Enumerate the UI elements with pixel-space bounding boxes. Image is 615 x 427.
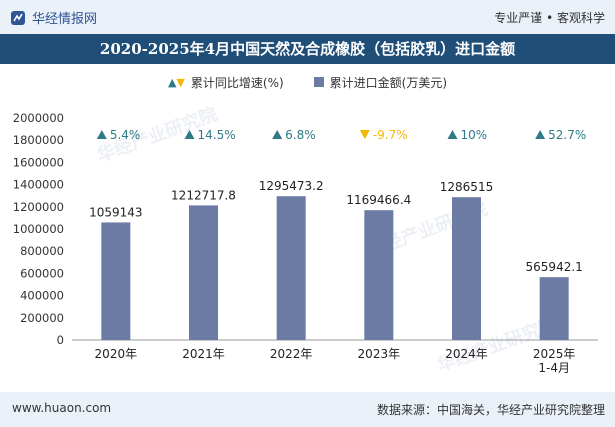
chart: 华经产业研究院华经产业研究院华经产业研究院0200000400000600000… (13, 103, 598, 377)
growth-label: 52.7% (548, 128, 586, 142)
y-tick-label: 1800000 (13, 133, 64, 147)
bar-value-label: 1059143 (89, 205, 142, 219)
growth-label: 5.4% (110, 128, 141, 142)
bar (276, 196, 306, 340)
y-tick-label: 1400000 (13, 178, 64, 192)
x-tick-label: 2020年 (95, 347, 138, 361)
y-tick-label: 2000000 (13, 111, 64, 125)
bar-value-label: 1286515 (440, 180, 493, 194)
y-tick-label: 0 (57, 333, 64, 347)
brand[interactable]: 华经情报网 (10, 8, 97, 27)
y-tick-label: 400000 (20, 289, 64, 303)
footer-site[interactable]: www.huaon.com (12, 401, 112, 415)
bar (539, 277, 569, 340)
growth-up-marker (272, 130, 283, 139)
x-tick-label: 2022年 (270, 347, 313, 361)
brand-name: 华经情报网 (32, 12, 98, 27)
growth-label: 6.8% (285, 128, 316, 142)
bar-value-label: 1295473.2 (259, 179, 324, 193)
legend: ▲▼ 累计同比增速(%) 累计进口金额(万美元) (0, 72, 615, 92)
growth-up-marker (184, 130, 195, 139)
legend-growth-label: 累计同比增速(%) (190, 75, 284, 90)
bar-value-label: 1212717.8 (171, 188, 236, 202)
bar (452, 197, 481, 340)
growth-label: -9.7% (373, 128, 408, 142)
bar (364, 210, 394, 340)
x-tick-label: 2023年 (358, 347, 401, 361)
footer-source: 数据来源：中国海关，华经产业研究院整理 (376, 403, 605, 417)
chart-title: 2020-2025年4月中国天然及合成橡胶（包括胶乳）进口金额 (0, 34, 615, 64)
growth-label: 14.5% (198, 128, 236, 142)
legend-growth-icon: ▲▼ (167, 75, 185, 89)
bar (101, 222, 131, 340)
y-tick-label: 600000 (20, 266, 64, 280)
growth-up-marker (96, 130, 107, 139)
bar-value-label: 565942.1 (526, 260, 583, 274)
growth-up-marker (535, 130, 546, 139)
y-tick-label: 1600000 (13, 155, 64, 169)
growth-down-marker (359, 130, 370, 139)
legend-amount-swatch (313, 77, 324, 87)
bar (189, 205, 218, 340)
brand-logo-icon (11, 10, 25, 25)
y-tick-label: 800000 (20, 244, 64, 258)
legend-amount-label: 累计进口金额(万美元) (329, 75, 448, 90)
x-tick-label: 2024年 (445, 347, 488, 361)
tagline: 专业严谨 • 客观科学 (494, 11, 605, 25)
top-bar: 华经情报网 专业严谨 • 客观科学 (0, 0, 615, 34)
growth-up-marker (447, 130, 458, 139)
y-tick-label: 200000 (20, 311, 64, 325)
growth-label: 10% (461, 128, 488, 142)
legend-growth: ▲▼ 累计同比增速(%) (168, 74, 284, 91)
footer: www.huaon.com 数据来源：中国海关，华经产业研究院整理 (0, 392, 615, 427)
legend-amount: 累计进口金额(万美元) (313, 74, 448, 91)
y-tick-label: 1000000 (13, 222, 64, 236)
x-tick-label: 2021年 (182, 347, 225, 361)
x-tick-label: 1-4月 (538, 361, 570, 375)
x-tick-label: 2025年 (533, 347, 576, 361)
bar-value-label: 1169466.4 (346, 193, 411, 207)
y-tick-label: 1200000 (13, 200, 64, 214)
